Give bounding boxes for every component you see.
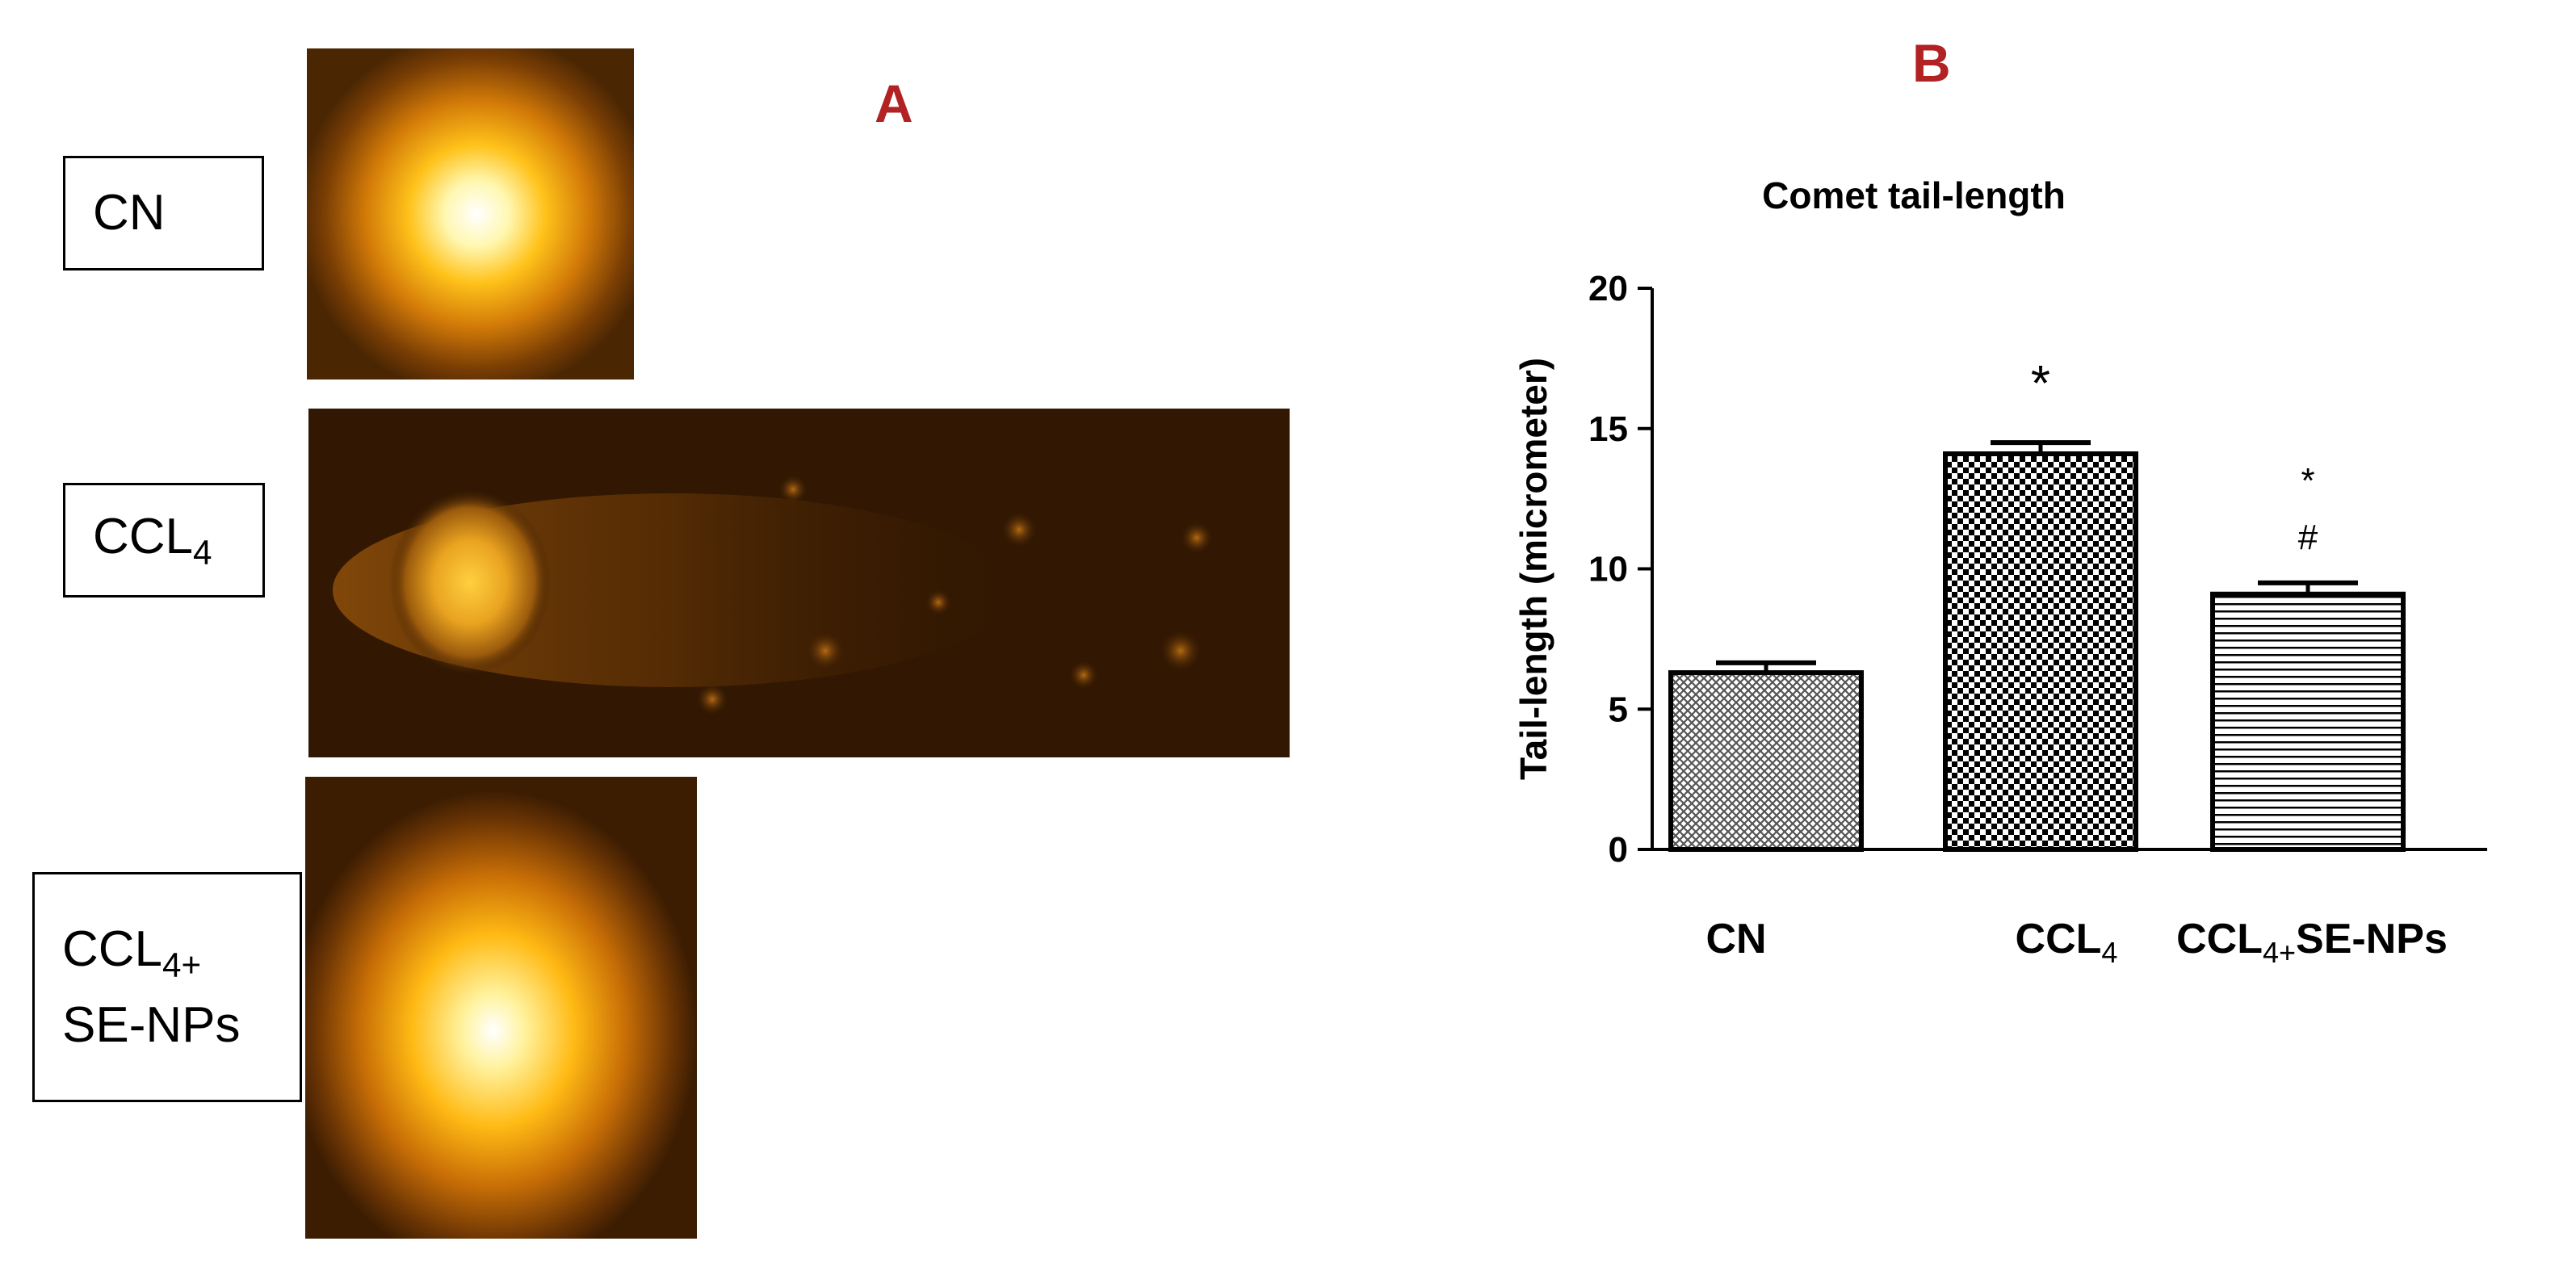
combo-label-subscript: 4+: [162, 946, 202, 984]
bar-1: [1668, 670, 1864, 853]
comet-tail-length-chart: Comet tail-length Tail-length (micrometer…: [1512, 174, 2487, 969]
y-tick-label-0: 0: [1609, 830, 1628, 870]
panel-a-letter: A: [875, 73, 913, 133]
ccl4-label-box: CCL4: [63, 483, 265, 598]
bar-3: [2210, 591, 2406, 853]
y-tick-label-20: 20: [1588, 269, 1628, 308]
significance-star-combo: *: [2301, 461, 2314, 501]
significance-star-ccl4: *: [2031, 356, 2050, 412]
cn-label: CN: [93, 185, 166, 241]
ccl4-se-nps-comet-micrograph: [305, 777, 697, 1239]
x-label-ccl4: CCL4: [2016, 916, 2118, 969]
y-axis-label: Tail-length (micrometer): [1512, 358, 1554, 780]
combo-label-box: CCL4+ SE-NPs: [32, 872, 302, 1102]
ccl4-label-subscript: 4: [193, 533, 212, 572]
panel-b-letter: B: [1912, 33, 1951, 93]
y-tick-label-5: 5: [1609, 690, 1628, 729]
combo-label-line1: CCL4+: [62, 920, 202, 984]
x-label-combo: CCL4+SE-NPs: [2176, 916, 2448, 969]
ccl4-comet-micrograph: [308, 409, 1290, 757]
y-tick-label-10: 10: [1588, 550, 1628, 589]
significance-hash-combo: #: [2298, 518, 2318, 557]
combo-label-line2: SE-NPs: [62, 996, 241, 1053]
x-label-cn: CN: [1705, 916, 1766, 962]
y-tick-label-15: 15: [1588, 409, 1628, 449]
ccl4-label: CCL4: [93, 509, 212, 572]
bar-2: [1943, 451, 2138, 852]
chart-title: Comet tail-length: [1762, 174, 2066, 216]
cn-comet-micrograph: [307, 48, 634, 380]
cn-label-box: CN: [63, 156, 264, 270]
